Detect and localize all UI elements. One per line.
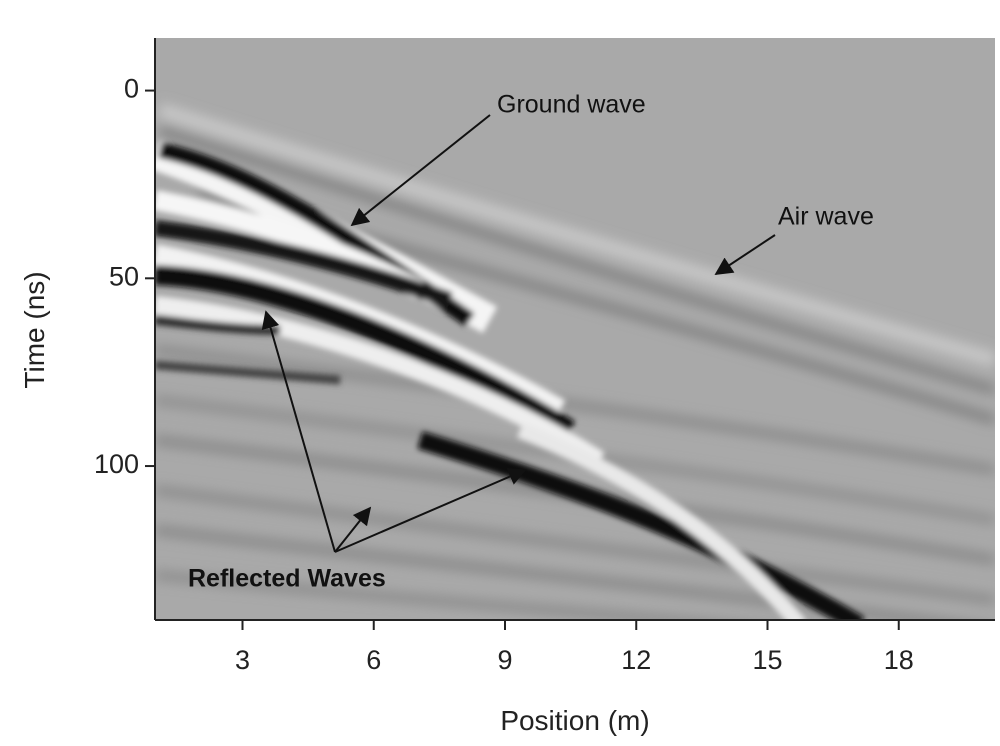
x-tick-label: 6 [366, 645, 381, 675]
x-tick-label: 9 [497, 645, 512, 675]
annotation: Reflected Waves [188, 565, 386, 593]
annotation-arrows [261, 114, 776, 553]
radargram-image [155, 38, 995, 620]
y-tick-label: 0 [124, 74, 139, 104]
annotation: Ground wave [497, 91, 646, 119]
x-tick-label: 15 [752, 645, 782, 675]
x-axis-label: Position (m) [500, 705, 649, 736]
x-tick-label: 12 [621, 645, 651, 675]
y-tick-label: 100 [94, 449, 139, 479]
x-tick-label: 3 [235, 645, 250, 675]
y-axis-label: Time (ns) [19, 271, 50, 388]
annotation: Air wave [778, 203, 874, 231]
y-tick-label: 50 [109, 261, 139, 291]
x-tick-label: 18 [884, 645, 914, 675]
